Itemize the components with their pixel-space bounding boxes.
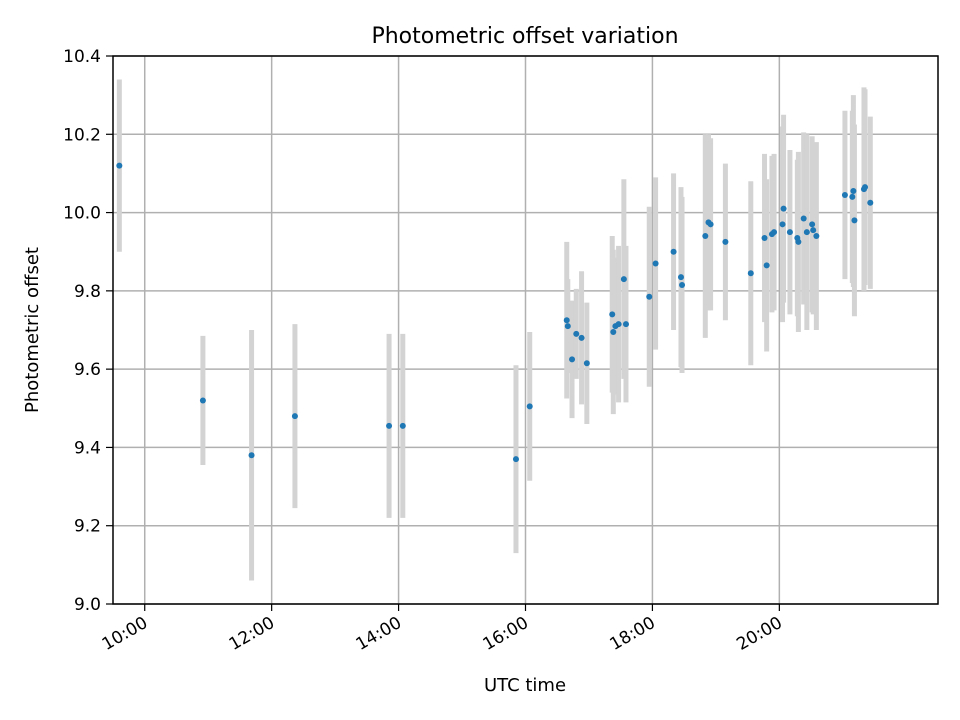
data-point <box>569 356 576 363</box>
data-point <box>779 221 786 228</box>
y-tick-label: 10.0 <box>63 204 101 224</box>
data-point <box>771 229 778 236</box>
y-tick-label: 10.4 <box>63 47 101 67</box>
data-point <box>615 321 622 328</box>
y-tick-label: 10.2 <box>63 125 101 145</box>
data-point <box>646 293 653 300</box>
data-point <box>786 229 793 236</box>
data-point <box>670 248 677 255</box>
data-point <box>679 281 686 288</box>
data-point <box>620 276 627 283</box>
data-point <box>851 217 858 224</box>
data-point <box>578 334 585 341</box>
data-point <box>609 311 616 318</box>
data-point <box>652 260 659 267</box>
data-point <box>291 413 298 420</box>
data-point <box>809 221 816 228</box>
data-point <box>399 422 406 429</box>
y-axis-label: Photometric offset <box>22 247 43 413</box>
data-point <box>116 162 123 169</box>
data-point <box>747 270 754 277</box>
chart-title: Photometric offset variation <box>371 24 678 49</box>
x-axis-label: UTC time <box>484 675 566 696</box>
data-point <box>722 238 729 245</box>
y-tick-label: 9.0 <box>74 595 101 615</box>
data-point <box>386 422 393 429</box>
data-point <box>677 274 684 281</box>
y-tick-label: 9.8 <box>74 282 101 302</box>
data-point <box>795 238 802 245</box>
data-point <box>702 233 709 240</box>
data-point <box>800 215 807 222</box>
data-point <box>813 233 820 240</box>
data-point <box>199 397 206 404</box>
data-point <box>707 221 714 228</box>
data-point <box>803 229 810 236</box>
data-point <box>862 184 869 191</box>
data-point <box>867 199 874 206</box>
data-point <box>849 193 856 200</box>
data-point <box>763 262 770 269</box>
data-point <box>563 317 570 324</box>
y-tick-label: 9.4 <box>74 438 101 458</box>
data-point <box>810 227 817 234</box>
data-point <box>583 360 590 367</box>
data-point <box>526 403 533 410</box>
data-point <box>761 235 768 242</box>
data-point <box>850 188 857 195</box>
data-point <box>512 456 519 463</box>
data-point <box>248 452 255 459</box>
data-point <box>622 321 629 328</box>
data-point <box>841 191 848 198</box>
data-point <box>780 205 787 212</box>
y-tick-label: 9.6 <box>74 360 101 380</box>
y-tick-label: 9.2 <box>74 517 101 537</box>
data-point <box>573 330 580 337</box>
data-point <box>610 328 617 335</box>
data-point <box>564 323 571 330</box>
point-layer <box>116 162 874 463</box>
